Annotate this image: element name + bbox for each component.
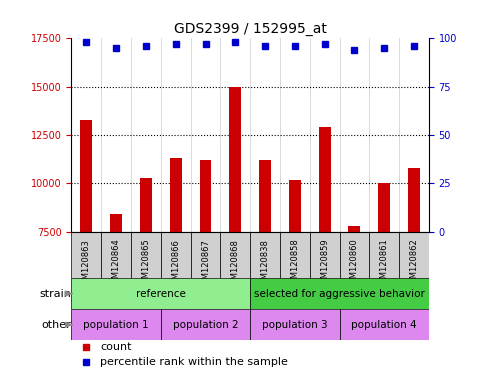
Bar — [280, 232, 310, 278]
Bar — [80, 120, 92, 232]
Bar — [101, 232, 131, 278]
Title: GDS2399 / 152995_at: GDS2399 / 152995_at — [174, 22, 327, 36]
Bar — [140, 178, 152, 232]
Bar — [71, 278, 250, 309]
Bar — [161, 309, 250, 340]
Bar — [200, 160, 211, 232]
Text: reference: reference — [136, 288, 186, 298]
Text: percentile rank within the sample: percentile rank within the sample — [100, 357, 288, 367]
Text: GSM120865: GSM120865 — [141, 239, 150, 290]
Text: GSM120863: GSM120863 — [82, 239, 91, 290]
Bar — [250, 309, 340, 340]
Text: GSM120868: GSM120868 — [231, 239, 240, 290]
Bar — [250, 232, 280, 278]
Text: population 1: population 1 — [83, 320, 149, 330]
Bar — [110, 214, 122, 232]
Text: GSM120867: GSM120867 — [201, 239, 210, 290]
Bar — [349, 226, 360, 232]
Bar — [191, 232, 220, 278]
Bar — [310, 232, 340, 278]
Text: population 3: population 3 — [262, 320, 328, 330]
Bar — [71, 232, 101, 278]
Bar — [340, 309, 429, 340]
Bar — [340, 232, 369, 278]
Text: count: count — [100, 343, 132, 353]
Text: GSM120866: GSM120866 — [171, 239, 180, 290]
Text: population 2: population 2 — [173, 320, 238, 330]
Bar — [170, 158, 182, 232]
Bar — [229, 87, 241, 232]
Bar — [408, 168, 420, 232]
Bar — [71, 309, 161, 340]
Text: population 4: population 4 — [352, 320, 417, 330]
Text: strain: strain — [39, 288, 71, 298]
Text: GSM120862: GSM120862 — [410, 239, 419, 290]
Text: other: other — [42, 320, 71, 330]
Text: GSM120860: GSM120860 — [350, 239, 359, 290]
Text: GSM120859: GSM120859 — [320, 239, 329, 289]
Bar — [318, 127, 331, 232]
Bar — [378, 184, 390, 232]
Bar — [250, 278, 429, 309]
Text: GSM120864: GSM120864 — [111, 239, 121, 290]
Text: GSM120858: GSM120858 — [290, 239, 299, 290]
Text: GSM120861: GSM120861 — [380, 239, 389, 290]
Text: GSM120838: GSM120838 — [261, 239, 270, 290]
Bar — [220, 232, 250, 278]
Bar — [161, 232, 191, 278]
Bar — [259, 160, 271, 232]
Bar — [289, 180, 301, 232]
Text: selected for aggressive behavior: selected for aggressive behavior — [254, 288, 425, 298]
Bar — [399, 232, 429, 278]
Bar — [131, 232, 161, 278]
Bar — [369, 232, 399, 278]
